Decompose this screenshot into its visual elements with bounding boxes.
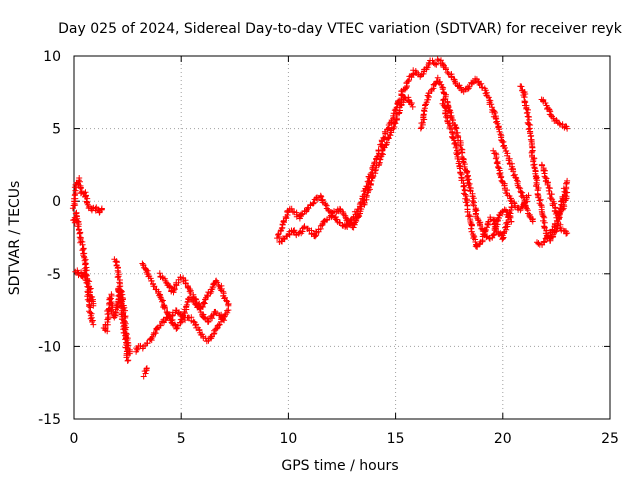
data-points [69,56,571,380]
y-tick-labels: 10 5 0 -5 -10 -15 [38,49,61,428]
y-tick-label: 5 [52,122,61,138]
trace-7 [133,307,232,355]
y-axis-label: SDTVAR / TECUs [7,181,23,296]
x-tick-label: 10 [279,431,297,447]
trace-19 [538,161,571,223]
trace-18-markers [538,96,571,132]
trace-8 [139,260,232,332]
x-tick-label: 20 [494,431,512,447]
trace-3-markers [72,267,97,309]
trace-4-markers [100,285,132,364]
trace-11-markers [276,94,416,245]
trace-12 [434,56,536,225]
y-tick-label: -5 [47,267,61,283]
x-axis-label: GPS time / hours [281,458,398,474]
trace-18 [538,96,571,132]
trace-2 [70,209,97,328]
trace-14 [439,96,515,250]
trace-15-markers [490,147,532,214]
trace-1-markers [69,175,105,216]
trace-19-markers [538,161,571,223]
trace-5-markers [111,256,133,357]
trace-10-markers [274,57,440,242]
x-tick-label: 0 [70,431,79,447]
trace-2-markers [70,209,97,328]
trace-14-markers [439,96,515,250]
trace-6 [140,365,150,380]
trace-13-markers [417,74,515,242]
trace-11 [276,94,416,245]
y-tick-label: 0 [52,194,61,210]
trace-9-markers [156,270,228,325]
trace-4 [100,285,132,364]
trace-16-markers [517,83,571,244]
y-tick-label: -15 [38,412,61,428]
y-tick-label: -10 [38,339,61,355]
chart-title: Day 025 of 2024, Sidereal Day-to-day VTE… [58,21,623,37]
x-tick-label: 15 [387,431,405,447]
x-tick-labels: 0 5 10 15 20 25 [70,431,619,447]
plot-frame [73,55,611,420]
trace-8-markers [139,260,232,332]
trace-16 [517,83,571,244]
trace-7-markers [133,307,232,355]
y-tick-label: 10 [43,49,61,65]
axis-ticks [73,55,611,420]
trace-15 [490,147,532,214]
trace-9 [156,270,228,325]
trace-13 [417,74,515,242]
trace-3 [72,267,97,309]
trace-10 [274,57,440,242]
trace-5 [111,256,133,357]
trace-1 [69,175,105,216]
x-tick-label: 25 [601,431,619,447]
grid-lines [74,56,610,419]
trace-6-markers [140,365,150,380]
x-tick-label: 5 [177,431,186,447]
trace-12-markers [434,56,536,225]
